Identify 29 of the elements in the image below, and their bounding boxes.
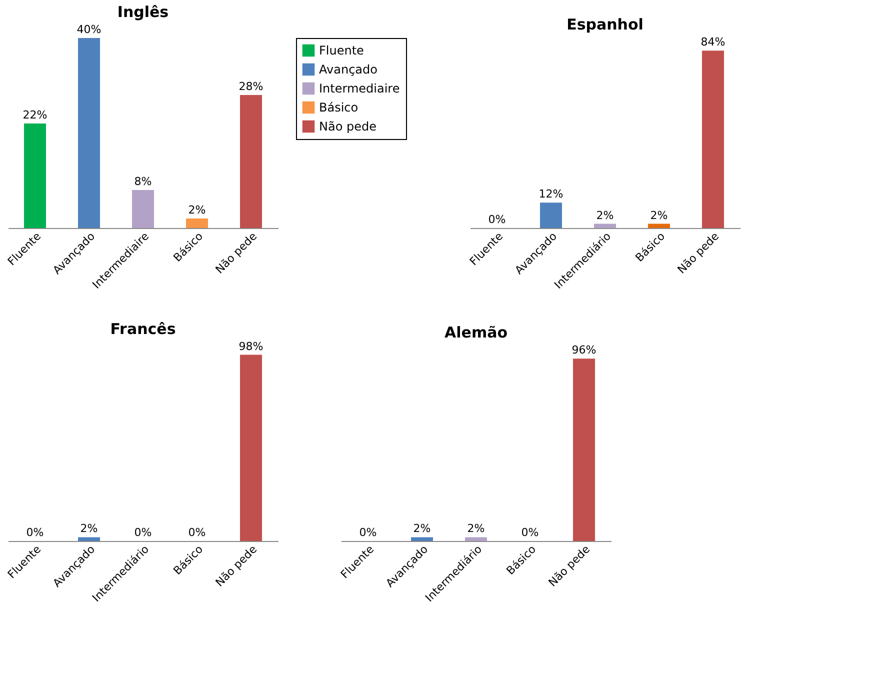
chart-title: Inglês	[117, 3, 169, 21]
data-label: 84%	[700, 36, 726, 49]
data-label: 2%	[467, 522, 485, 536]
chart-title: Francês	[110, 320, 176, 338]
data-label: 0%	[488, 213, 506, 226]
data-label: 22%	[22, 108, 48, 122]
data-label: 96%	[572, 344, 596, 357]
legend-label: Fluente	[319, 44, 364, 58]
data-label: 0%	[521, 526, 539, 539]
data-label: 2%	[188, 204, 206, 216]
legend-label: Não pede	[319, 120, 376, 134]
data-label: 8%	[134, 175, 152, 188]
legend-label: Intermediaire	[319, 82, 400, 96]
data-label: 2%	[650, 208, 668, 222]
chart-title: Espanhol	[566, 16, 644, 34]
data-label: 2%	[80, 522, 98, 536]
data-label: 0%	[134, 526, 152, 539]
data-label: 28%	[238, 80, 264, 93]
legend-label: Básico	[319, 100, 358, 114]
data-label: 2%	[596, 208, 614, 222]
data-label: 98%	[238, 340, 264, 353]
data-label: 0%	[188, 526, 206, 539]
data-label: 0%	[26, 526, 44, 539]
data-label: 0%	[359, 526, 377, 539]
chart-title: Alemão	[444, 324, 508, 342]
data-label: 2%	[413, 522, 431, 536]
data-label: 12%	[538, 188, 564, 201]
data-label: 40%	[76, 23, 102, 36]
legend-label: Avançado	[319, 62, 378, 76]
